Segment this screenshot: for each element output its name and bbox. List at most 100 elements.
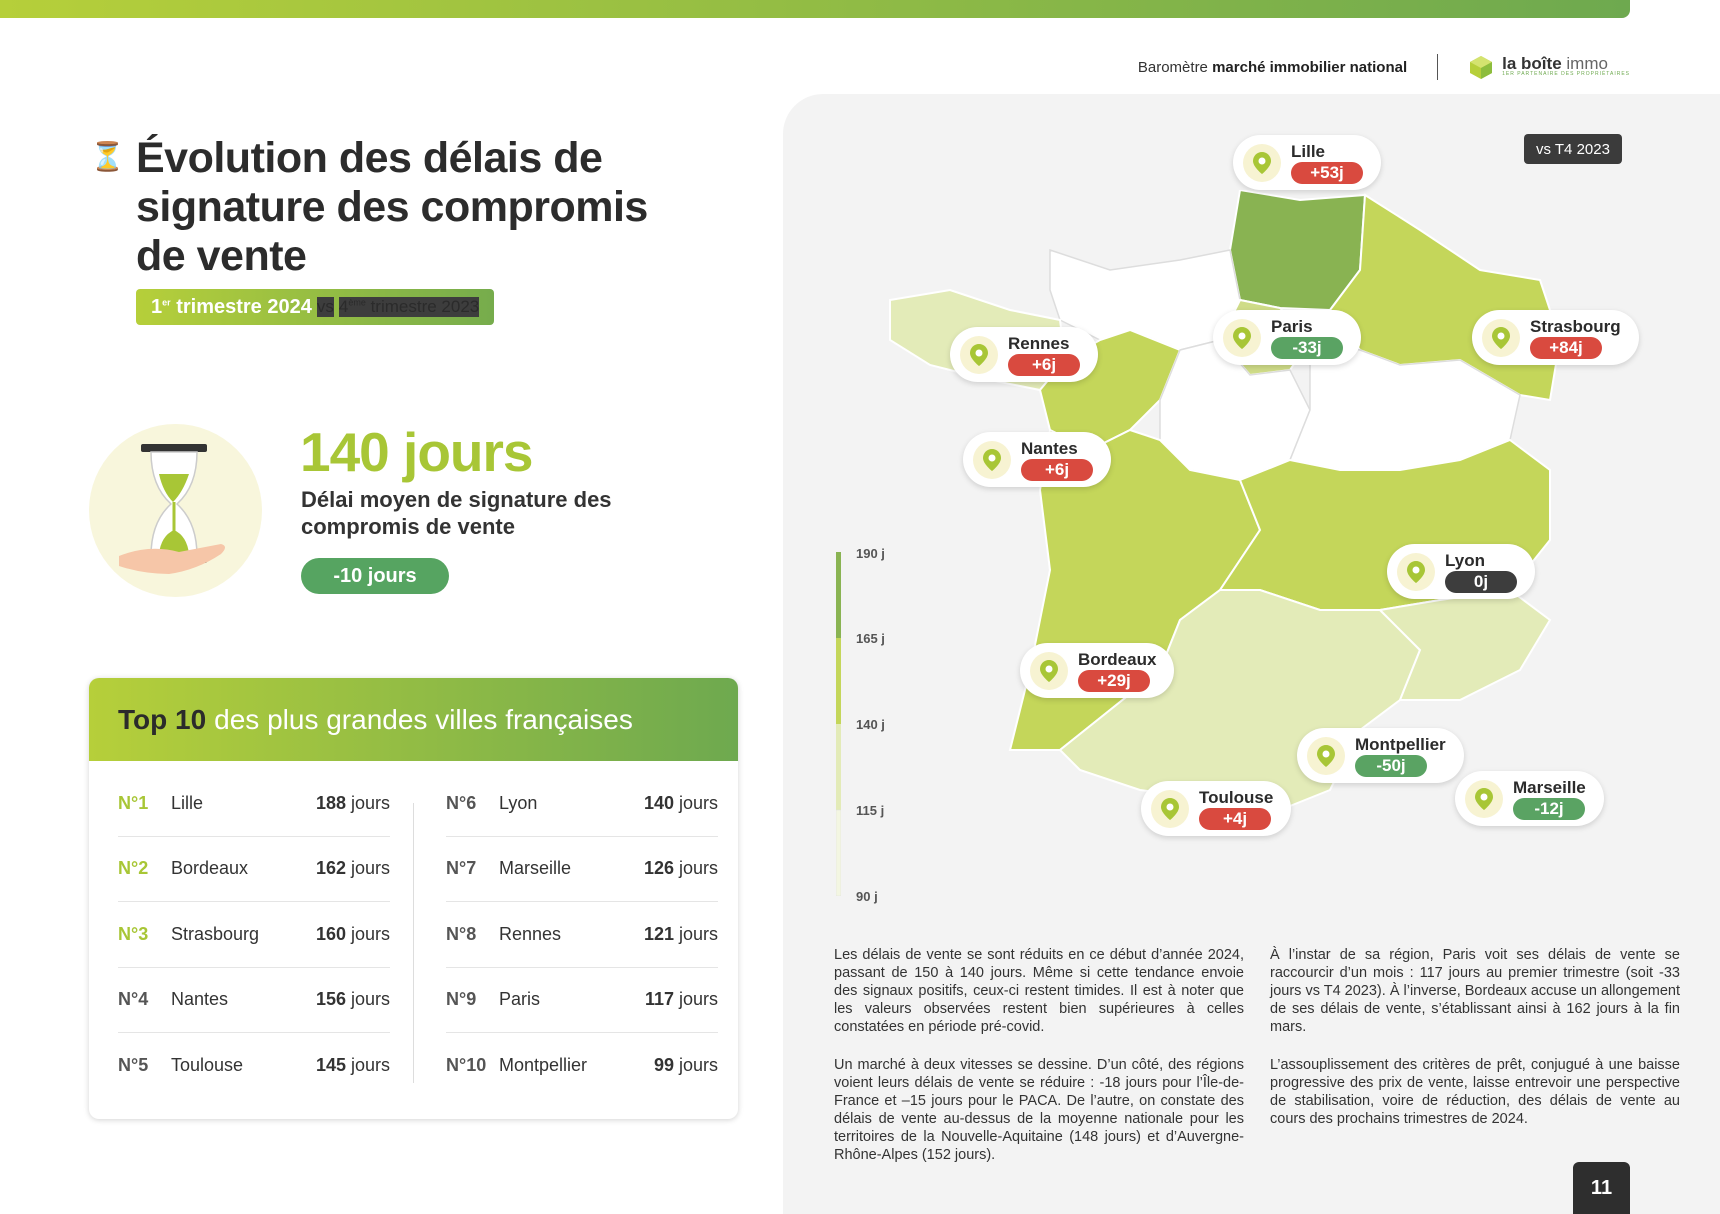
legend-tick-90: 90 j bbox=[856, 889, 878, 904]
top10-row: N°5 Toulouse 145 jours bbox=[118, 1033, 390, 1099]
city-delta-badge: +29j bbox=[1078, 669, 1150, 692]
city-name: Nantes bbox=[1021, 438, 1078, 458]
top10-value: 126 jours bbox=[643, 858, 718, 879]
top10-row: N°9 Paris 117 jours bbox=[446, 968, 718, 1033]
city-tag-marseille: Marseille -12j bbox=[1455, 771, 1604, 826]
top10-value: 121 jours bbox=[643, 923, 718, 944]
top10-value: 156 jours bbox=[315, 989, 390, 1010]
map-pin-icon bbox=[1151, 789, 1189, 828]
page-header: Baromètre marché immobilier national la … bbox=[1138, 52, 1630, 82]
city-name: Toulouse bbox=[1199, 787, 1274, 807]
city-tag-lille: Lille +53j bbox=[1233, 135, 1381, 190]
city-name: Lyon bbox=[1445, 550, 1485, 570]
period-q2-number: 4 bbox=[338, 297, 349, 316]
city-name: Rennes bbox=[1008, 333, 1070, 353]
legend-tick-165: 165 j bbox=[856, 631, 885, 646]
top10-city: Toulouse bbox=[171, 1055, 244, 1076]
top10-column-divider bbox=[413, 803, 414, 1083]
period-q-label: trimestre 2024 bbox=[176, 295, 312, 318]
city-tag-rennes: Rennes +6j bbox=[950, 327, 1098, 382]
top10-rank: N°4 bbox=[118, 989, 149, 1010]
map-pin-icon bbox=[1482, 318, 1520, 357]
top10-value: 162 jours bbox=[315, 858, 390, 879]
top-accent-bar bbox=[0, 0, 1630, 18]
header-prefix: Baromètre bbox=[1137, 58, 1208, 76]
page-title: Évolution des délais de signature des co… bbox=[136, 134, 648, 280]
map-pin-icon bbox=[1223, 318, 1261, 357]
top10-row: N°2 Bordeaux 162 jours bbox=[118, 837, 390, 902]
top10-rank: N°2 bbox=[118, 858, 149, 879]
period-q-sup: er bbox=[162, 296, 171, 307]
map-pin-icon bbox=[1243, 143, 1281, 182]
map-pin-icon bbox=[1465, 779, 1503, 818]
city-name: Lille bbox=[1291, 141, 1326, 161]
logo-tagline: 1ER PARTENAIRE DES PROPRIÉTAIRES bbox=[1502, 71, 1630, 77]
city-delta-badge: -12j bbox=[1513, 797, 1585, 820]
city-delta-badge: 0j bbox=[1445, 570, 1517, 593]
city-name: Marseille bbox=[1513, 777, 1586, 797]
legend-tick-190: 190 j bbox=[856, 546, 885, 561]
map-pin-icon bbox=[973, 440, 1011, 479]
city-name: Bordeaux bbox=[1078, 649, 1157, 669]
top10-rank: N°1 bbox=[118, 792, 149, 813]
top10-row: N°1 Lille 188 jours bbox=[118, 771, 390, 837]
kpi-change-badge: -10 jours bbox=[301, 558, 449, 594]
top10-city: Lille bbox=[171, 792, 204, 813]
city-name: Strasbourg bbox=[1530, 316, 1621, 336]
map-pin-icon bbox=[1307, 736, 1345, 775]
hourglass-illustration bbox=[89, 424, 262, 597]
top10-city: Strasbourg bbox=[171, 923, 260, 944]
brand-logo: la boîte immo 1ER PARTENAIRE DES PROPRIÉ… bbox=[1468, 54, 1630, 80]
top10-rank: N°3 bbox=[118, 923, 149, 944]
top10-right-column: N°6 Lyon 140 jours N°7 Marseille 126 jours N°8… bbox=[446, 771, 718, 1099]
top10-title-strong: Top 10 bbox=[118, 703, 207, 735]
city-delta-badge: +84j bbox=[1530, 336, 1602, 359]
body-paragraph-1: Les délais de vente se sont réduits en c… bbox=[834, 947, 1244, 1035]
body-paragraph-4: L’assouplissement des critères de prêt, … bbox=[1270, 1057, 1680, 1127]
top10-value: 140 jours bbox=[643, 792, 718, 813]
top10-city: Montpellier bbox=[499, 1055, 588, 1076]
top10-city: Paris bbox=[499, 989, 541, 1010]
top10-value: 145 jours bbox=[315, 1055, 390, 1076]
top10-title-rest: des plus grandes villes françaises bbox=[214, 703, 633, 735]
top10-row: N°4 Nantes 156 jours bbox=[118, 968, 390, 1033]
top10-left-column: N°1 Lille 188 jours N°2 Bordeaux 162 jours N°3… bbox=[118, 771, 390, 1099]
period-q2-sup: ème bbox=[348, 297, 366, 308]
city-tag-bordeaux: Bordeaux +29j bbox=[1020, 643, 1175, 698]
period-q2-label: trimestre 2023 bbox=[370, 297, 480, 316]
city-tag-strasbourg: Strasbourg +84j bbox=[1472, 310, 1639, 365]
map-pin-icon bbox=[1030, 651, 1068, 690]
hourglass-hand-icon bbox=[119, 444, 225, 574]
cube-logo-icon bbox=[1470, 56, 1493, 79]
header-strong: marché immobilier national bbox=[1212, 58, 1408, 76]
period-q-number: 1 bbox=[151, 295, 163, 318]
top10-city: Marseille bbox=[499, 858, 572, 879]
top10-city: Rennes bbox=[499, 923, 562, 944]
top10-city: Nantes bbox=[171, 989, 229, 1010]
top10-value: 188 jours bbox=[315, 792, 390, 813]
top10-value: 99 jours bbox=[653, 1055, 718, 1076]
top10-rank: N°7 bbox=[446, 858, 477, 879]
top10-row: N°10 Montpellier 99 jours bbox=[446, 1033, 718, 1099]
city-tag-nantes: Nantes +6j bbox=[963, 432, 1111, 487]
map-pin-icon bbox=[960, 335, 998, 374]
body-paragraph-3: À l’instar de sa région, Paris voit ses … bbox=[1270, 947, 1680, 1035]
top10-row: N°3 Strasbourg 160 jours bbox=[118, 902, 390, 968]
city-name: Montpellier bbox=[1355, 734, 1446, 754]
legend-scale-bar bbox=[836, 552, 841, 896]
comparison-badge: vs T4 2023 bbox=[1524, 134, 1622, 164]
logo-suffix-text: immo bbox=[1566, 54, 1608, 73]
top10-row: N°6 Lyon 140 jours bbox=[446, 771, 718, 837]
top10-city: Lyon bbox=[499, 792, 538, 813]
city-delta-badge: +4j bbox=[1199, 807, 1271, 830]
top10-row: N°8 Rennes 121 jours bbox=[446, 902, 718, 968]
city-delta-badge: -33j bbox=[1271, 336, 1343, 359]
top10-value: 160 jours bbox=[315, 923, 390, 944]
top10-rank: N°6 bbox=[446, 792, 477, 813]
city-delta-badge: +53j bbox=[1291, 161, 1363, 184]
body-paragraph-2: Un marché à deux vitesses se dessine. D’… bbox=[834, 1057, 1244, 1163]
legend-tick-140: 140 j bbox=[856, 717, 885, 732]
top10-rank: N°9 bbox=[446, 989, 477, 1010]
kpi-value: 140 jours bbox=[300, 421, 534, 483]
city-delta-badge: +6j bbox=[1021, 458, 1093, 481]
